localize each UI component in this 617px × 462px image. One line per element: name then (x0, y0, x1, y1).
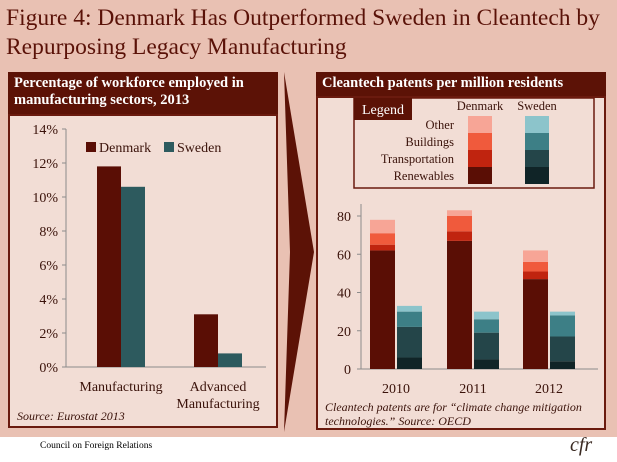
y-tick-label: 20 (337, 325, 351, 340)
y-tick-label: 14% (32, 123, 58, 138)
right-panel-header: Cleantech patents per million residents (316, 72, 606, 96)
right-chart: Legend Denmark Sweden Other Buildings Transpo… (337, 97, 598, 397)
bar-sweden-1 (218, 353, 242, 367)
bar-denmark-renewables-2010 (370, 250, 395, 369)
bar-denmark-0 (97, 166, 121, 367)
bar-denmark-transportation-2012 (523, 271, 548, 280)
legend-row-label: Other (426, 118, 455, 132)
legend-title-bg (354, 98, 412, 120)
y-tick-label: 80 (337, 210, 351, 225)
legend-swatch-sweden-renewables (525, 167, 549, 184)
chevron-arrow-icon (284, 72, 314, 432)
y-tick-label: 8% (39, 225, 58, 240)
y-tick-label: 0 (344, 363, 351, 378)
bar-sweden-renewables-2012 (550, 361, 575, 369)
bar-denmark-1 (194, 314, 218, 367)
y-tick-label: 4% (39, 293, 58, 308)
legend-swatch-sweden (164, 142, 174, 152)
legend-swatch-sweden-other (525, 116, 549, 133)
bar-denmark-buildings-2010 (370, 233, 395, 245)
legend-swatch-denmark-transportation (468, 150, 492, 167)
bar-sweden-buildings-2010 (397, 311, 422, 327)
bar-denmark-buildings-2011 (447, 216, 472, 232)
y-tick-label: 10% (32, 191, 58, 206)
bar-sweden-transportation-2010 (397, 326, 422, 358)
bar-denmark-other-2011 (447, 210, 472, 216)
legend-row-label: Renewables (394, 169, 455, 183)
bar-sweden-0 (121, 186, 145, 367)
y-tick-label: 2% (39, 327, 58, 342)
right-note: Cleantech patents are for “climate chang… (325, 400, 582, 428)
legend-col-sweden: Sweden (517, 99, 557, 113)
y-tick-label: 0% (39, 361, 58, 376)
bar-denmark-other-2010 (370, 219, 395, 234)
bar-denmark-other-2012 (523, 250, 548, 262)
x-category-label: 2010 (382, 382, 410, 397)
y-tick-label: 12% (32, 157, 58, 172)
bar-denmark-renewables-2012 (523, 279, 548, 369)
x-category-label: 2012 (535, 382, 563, 397)
bar-sweden-transportation-2012 (550, 336, 575, 362)
left-chart: 0% 2% 4% 6% 8% 10% 12% 14% Manufacturing Advanced… (32, 123, 266, 412)
bar-sweden-renewables-2010 (397, 357, 422, 369)
bar-sweden-transportation-2011 (474, 332, 499, 360)
x-category-label: 2011 (459, 382, 486, 397)
x-category-label: Advanced Manufacturing (176, 380, 259, 412)
legend-row-label: Buildings (405, 135, 454, 149)
bar-sweden-buildings-2011 (474, 319, 499, 333)
legend-swatch-denmark-renewables (468, 167, 492, 184)
y-tick-label: 40 (337, 287, 351, 302)
bar-sweden-other-2011 (474, 311, 499, 320)
bar-denmark-buildings-2012 (523, 261, 548, 272)
footer-org: Council on Foreign Relations (40, 441, 153, 451)
left-source: Source: Eurostat 2013 (17, 409, 125, 423)
legend-label-sweden: Sweden (177, 141, 221, 156)
x-category-label: Manufacturing (79, 380, 162, 395)
legend-swatch-denmark (86, 142, 96, 152)
y-tick-label: 6% (39, 259, 58, 274)
legend-swatch-sweden-buildings (525, 133, 549, 150)
legend-swatch-denmark-other (468, 116, 492, 133)
bar-sweden-other-2010 (397, 305, 422, 312)
figure-title: Figure 4: Denmark Has Outperformed Swede… (6, 5, 600, 60)
bar-sweden-renewables-2011 (474, 359, 499, 369)
legend-row-label: Transportation (381, 152, 455, 166)
legend-label-denmark: Denmark (99, 141, 151, 156)
legend-swatch-sweden-transportation (525, 150, 549, 167)
y-tick-label: 60 (337, 248, 351, 263)
bar-denmark-transportation-2011 (447, 231, 472, 241)
bar-denmark-renewables-2011 (447, 240, 472, 369)
bar-sweden-buildings-2012 (550, 315, 575, 337)
cfr-logo: cfr (570, 434, 593, 456)
bar-denmark-transportation-2010 (370, 244, 395, 251)
bar-sweden-other-2012 (550, 311, 575, 316)
legend-title: Legend (362, 103, 404, 118)
left-panel-header: Percentage of workforce employed in manu… (8, 72, 278, 114)
legend-col-denmark: Denmark (457, 99, 504, 113)
legend-box (353, 97, 595, 189)
legend-swatch-denmark-buildings (468, 133, 492, 150)
